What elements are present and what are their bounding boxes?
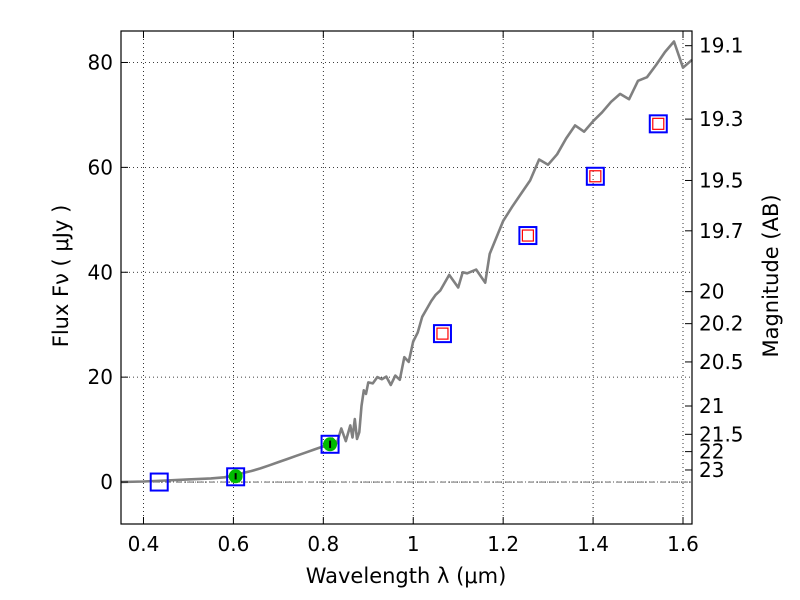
x-tick-label: 1.2	[487, 532, 519, 556]
magnitude-tick-label: 19.3	[699, 107, 744, 131]
x-tick-label: 1.6	[667, 532, 699, 556]
y-tick-label: 60	[88, 155, 113, 179]
magnitude-tick-label: 20	[699, 280, 724, 304]
magnitude-tick-label: 22	[699, 440, 724, 464]
upper-limit-square	[521, 229, 534, 242]
y-tick-label: 20	[88, 365, 113, 389]
x-tick-label: 0.8	[307, 532, 339, 556]
upper-limit-square	[436, 327, 449, 340]
x-axis-label: Wavelength λ (μm)	[306, 564, 507, 588]
model-photometry-square	[149, 472, 169, 492]
magnitude-tick-label: 21	[699, 394, 724, 418]
y-tick-label: 0	[100, 470, 113, 494]
magnitude-tick-label: 19.7	[699, 219, 744, 243]
magnitude-tick-label: 19.1	[699, 34, 744, 58]
spectrum-line	[120, 40, 693, 484]
x-tick-label: 0.6	[217, 532, 249, 556]
magnitude-tick-label: 21.5	[699, 422, 744, 446]
y-tick-label: 40	[88, 260, 113, 284]
x-tick-label: 0.4	[128, 532, 160, 556]
upper-limit-square	[652, 117, 665, 130]
magnitude-tick-label: 23	[699, 458, 724, 482]
upper-limit-square	[589, 170, 602, 183]
model-photometry-square	[585, 166, 605, 186]
y-tick-label: 80	[88, 50, 113, 74]
model-photometry-square	[320, 434, 340, 454]
magnitude-tick-label: 20.2	[699, 312, 744, 336]
model-photometry-square	[226, 467, 246, 487]
model-photometry-square	[432, 324, 452, 344]
x-tick-label: 1	[407, 532, 420, 556]
grid	[121, 31, 692, 524]
model-photometry-square	[648, 114, 668, 134]
magnitude-tick-label: 20.5	[699, 350, 744, 374]
x-tick-label: 1.4	[577, 532, 609, 556]
axes-ticks: 0.4 0.6 0.8 1 1.2 1.4 1.6 0 20 40 60 80 19.1 19.3 19.5…	[88, 31, 744, 556]
plot-area	[120, 40, 693, 492]
plot-frame	[120, 30, 693, 525]
magnitude-tick-label: 19.5	[699, 168, 744, 192]
model-photometry-square	[518, 226, 538, 246]
y-axis-label: Flux Fν ( μJy )	[49, 205, 73, 348]
right-axis-label: Magnitude (AB)	[759, 194, 783, 357]
